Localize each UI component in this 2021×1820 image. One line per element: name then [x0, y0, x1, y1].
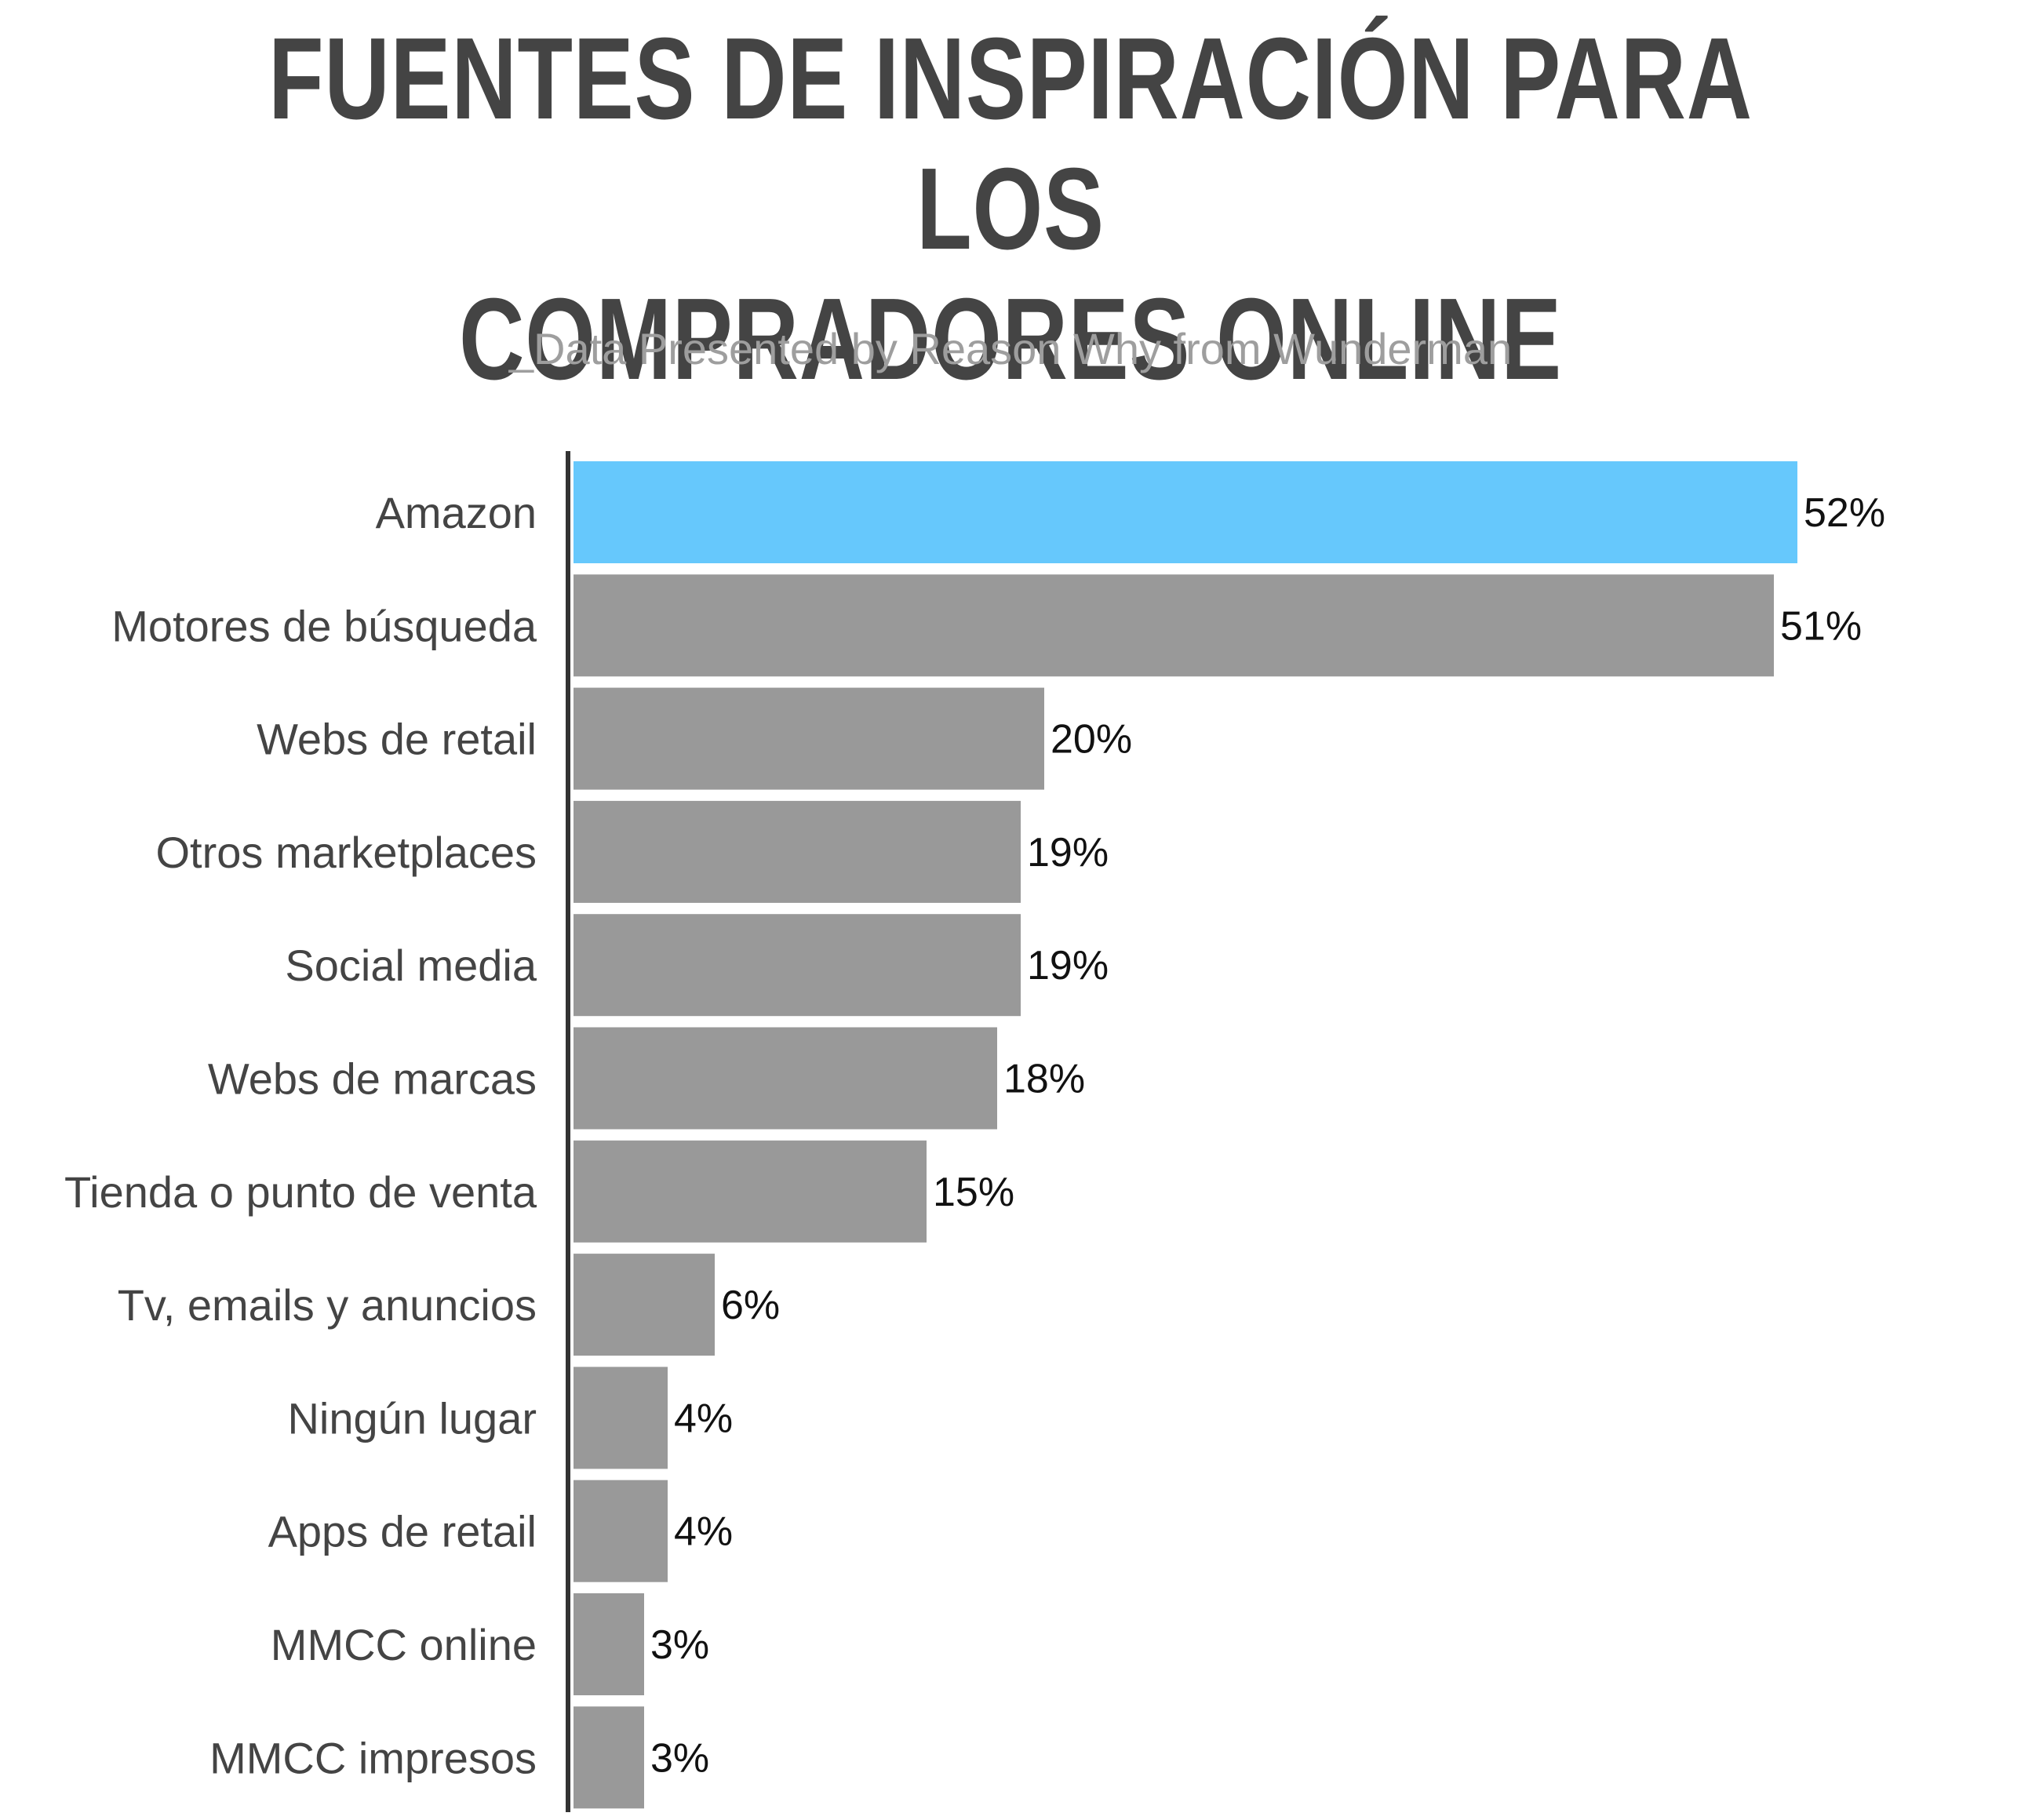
value-label-1: 51%	[1780, 603, 1862, 649]
value-label-3: 19%	[1027, 830, 1109, 875]
category-label-9: Apps de retail	[268, 1507, 537, 1556]
category-label-10: MMCC online	[271, 1620, 537, 1669]
value-label-4: 19%	[1027, 943, 1109, 988]
value-label-9: 4%	[674, 1509, 733, 1555]
chart-title-line-2: COMPRADORES ONLINE	[459, 275, 1562, 404]
chart-title: FUENTES DE INSPIRACIÓN PARA LOS COMPRADO…	[222, 14, 1798, 405]
value-label-11: 3%	[650, 1735, 709, 1781]
value-label-5: 18%	[1003, 1057, 1085, 1102]
bar-2	[574, 687, 1044, 790]
value-label-0: 52%	[1804, 490, 1885, 536]
category-label-7: Tv, emails y anuncios	[118, 1280, 537, 1330]
category-label-2: Webs de retail	[257, 715, 537, 764]
bar-8	[574, 1367, 668, 1469]
bar-3	[574, 800, 1021, 903]
category-label-3: Otros marketplaces	[156, 828, 537, 877]
category-label-8: Ningún lugar	[287, 1393, 537, 1443]
bar-5	[574, 1027, 997, 1130]
value-label-8: 4%	[674, 1396, 733, 1441]
bar-9	[574, 1480, 668, 1582]
bar-11	[574, 1706, 644, 1809]
bar-10	[574, 1593, 644, 1695]
bar-6	[574, 1140, 927, 1243]
value-label-6: 15%	[933, 1170, 1014, 1215]
category-label-4: Social media	[285, 941, 537, 990]
category-label-0: Amazon	[376, 488, 537, 537]
bar-4	[574, 914, 1021, 1017]
value-label-2: 20%	[1051, 717, 1132, 763]
bar-7	[574, 1254, 715, 1356]
value-label-10: 3%	[650, 1622, 709, 1668]
bar-1	[574, 574, 1774, 677]
value-label-7: 6%	[721, 1283, 780, 1328]
chart-subtitle: _Data Presented by Reason Why from Wunde…	[508, 324, 1513, 373]
category-label-5: Webs de marcas	[208, 1054, 537, 1104]
category-label-1: Motores de búsqueda	[111, 601, 537, 650]
category-label-6: Tienda o punto de venta	[64, 1167, 537, 1217]
category-label-11: MMCC impresos	[209, 1733, 537, 1782]
bar-0	[574, 461, 1797, 563]
chart-title-line-1: FUENTES DE INSPIRACIÓN PARA LOS	[268, 14, 1753, 274]
